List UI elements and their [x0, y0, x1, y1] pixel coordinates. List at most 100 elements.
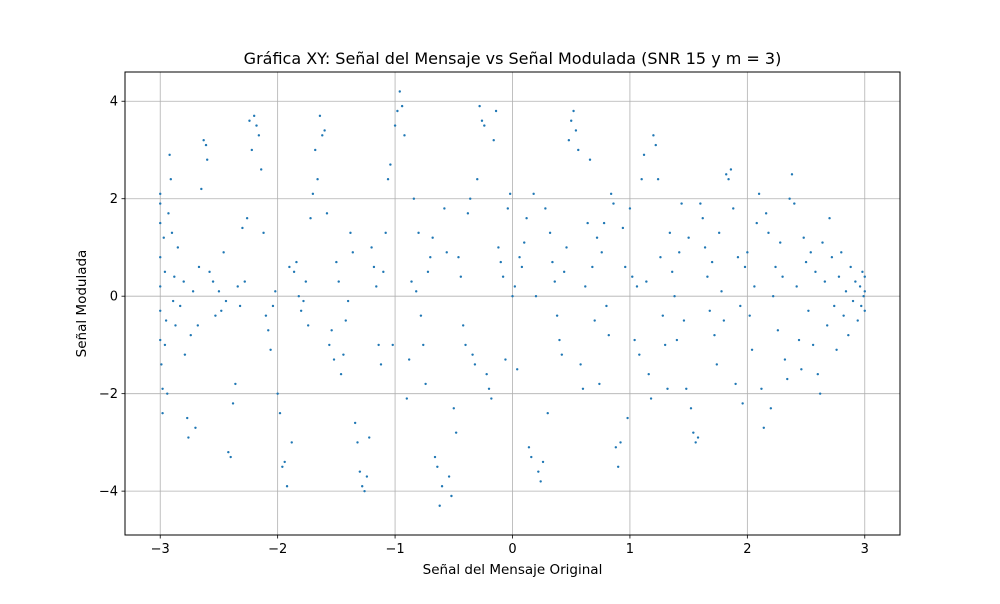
data-point: [314, 148, 317, 152]
data-point: [694, 441, 697, 444]
chart-title: Gráfica XY: Señal del Mensaje vs Señal M…: [244, 49, 782, 68]
data-point: [539, 480, 542, 483]
data-point: [316, 178, 319, 181]
data-point: [652, 134, 655, 137]
data-point: [204, 143, 208, 147]
data-point: [678, 251, 681, 254]
data-point: [823, 280, 827, 283]
data-point: [415, 290, 418, 293]
data-point: [349, 231, 352, 235]
data-point: [178, 304, 182, 308]
data-point: [835, 348, 838, 351]
data-point: [570, 119, 573, 122]
data-point: [269, 348, 272, 351]
data-point: [584, 285, 587, 288]
data-point: [353, 421, 357, 425]
data-point: [530, 455, 533, 459]
data-point: [285, 485, 289, 488]
data-point: [234, 382, 237, 386]
data-point: [729, 168, 733, 171]
data-point: [342, 353, 345, 356]
data-point: [281, 465, 284, 468]
y-tick-label: −4: [99, 485, 118, 500]
data-point: [614, 446, 618, 449]
data-point: [800, 368, 803, 371]
data-point: [271, 304, 275, 308]
y-axis-label: Señal Modulada: [74, 250, 90, 358]
y-tick-label: 4: [110, 95, 118, 110]
data-point: [699, 202, 702, 205]
data-point: [163, 270, 167, 274]
data-point: [161, 387, 164, 390]
data-point: [288, 265, 291, 269]
x-tick-label: 0: [508, 542, 516, 557]
data-point: [520, 265, 524, 269]
data-point: [476, 178, 479, 181]
data-point: [445, 251, 448, 254]
data-point: [809, 251, 812, 254]
data-point: [171, 299, 175, 303]
data-point: [182, 280, 185, 283]
data-point: [807, 309, 810, 313]
data-point: [779, 241, 782, 244]
data-point: [577, 148, 580, 152]
data-point: [616, 465, 620, 468]
data-point: [565, 246, 568, 249]
data-point: [164, 319, 168, 322]
data-point: [393, 124, 397, 127]
data-point: [840, 251, 843, 254]
data-point: [332, 358, 336, 361]
data-point: [196, 324, 199, 327]
data-point: [243, 280, 246, 283]
data-point: [863, 309, 866, 313]
data-point: [227, 450, 230, 454]
data-point: [624, 265, 627, 269]
data-point: [161, 411, 164, 415]
y-tick-label: 2: [110, 192, 118, 207]
data-point: [466, 212, 470, 215]
x-tick-label: −1: [385, 542, 404, 557]
data-point: [786, 377, 789, 381]
data-point: [159, 309, 162, 313]
data-point: [469, 197, 472, 200]
data-point: [325, 212, 329, 215]
data-point: [410, 280, 413, 283]
data-point: [748, 314, 751, 317]
data-point: [241, 226, 244, 230]
data-point: [513, 285, 517, 288]
x-tick-label: −3: [151, 542, 170, 557]
data-point: [248, 119, 251, 122]
data-point: [276, 392, 279, 395]
data-point: [189, 333, 192, 337]
data-point: [398, 90, 401, 93]
data-point: [631, 275, 634, 278]
data-point: [856, 319, 859, 322]
data-point: [222, 251, 225, 254]
data-point: [781, 275, 784, 278]
data-point: [638, 353, 641, 356]
data-point: [854, 280, 857, 283]
data-point: [818, 392, 822, 395]
data-point: [602, 221, 606, 225]
data-point: [400, 104, 404, 108]
data-point: [593, 319, 596, 322]
data-point: [642, 153, 646, 157]
data-point: [485, 372, 488, 376]
data-point: [363, 489, 366, 493]
data-point: [361, 485, 364, 488]
data-point: [166, 392, 169, 395]
data-point: [208, 270, 211, 274]
data-point: [567, 139, 571, 142]
data-point: [757, 192, 761, 196]
data-point: [483, 124, 486, 127]
data-point: [490, 397, 493, 400]
data-point: [828, 217, 831, 220]
data-point: [689, 407, 693, 410]
data-point: [790, 173, 794, 176]
data-point: [170, 231, 174, 235]
data-point: [492, 139, 495, 142]
data-point: [311, 192, 315, 196]
data-point: [382, 270, 385, 274]
